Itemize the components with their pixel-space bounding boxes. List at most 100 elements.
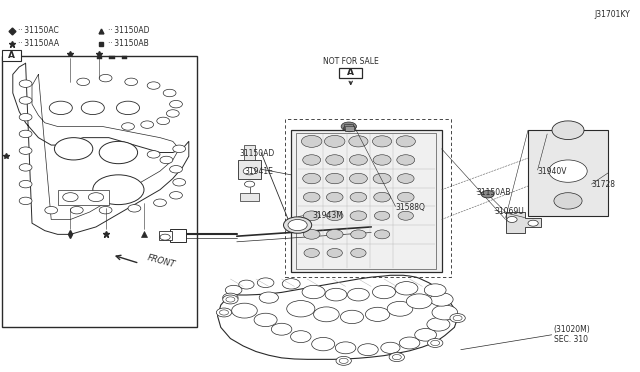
Circle shape (141, 121, 154, 128)
Circle shape (432, 305, 458, 320)
Circle shape (63, 193, 78, 202)
Circle shape (373, 155, 391, 165)
Circle shape (303, 230, 320, 239)
Circle shape (173, 179, 186, 186)
Circle shape (282, 279, 300, 289)
Bar (344, 124, 353, 129)
Circle shape (326, 173, 344, 184)
Text: NOT FOR SALE: NOT FOR SALE (323, 57, 379, 66)
Circle shape (257, 278, 274, 288)
Circle shape (19, 147, 32, 154)
Circle shape (428, 339, 443, 347)
Circle shape (374, 211, 390, 220)
Circle shape (244, 181, 255, 187)
Circle shape (374, 230, 390, 239)
Text: 31069U: 31069U (495, 207, 524, 216)
Circle shape (147, 82, 160, 89)
Circle shape (395, 282, 418, 295)
Circle shape (327, 248, 342, 257)
Circle shape (223, 293, 238, 302)
Bar (244, 145, 255, 160)
Circle shape (387, 301, 413, 316)
Bar (2, 50, 21, 61)
Circle shape (226, 297, 235, 302)
Circle shape (166, 110, 179, 117)
Circle shape (351, 230, 366, 239)
Circle shape (507, 217, 517, 222)
Circle shape (349, 173, 367, 184)
Circle shape (160, 234, 170, 240)
Circle shape (381, 342, 400, 353)
Text: ·· 31150AB: ·· 31150AB (108, 39, 148, 48)
Circle shape (481, 190, 494, 198)
Circle shape (336, 356, 351, 365)
Circle shape (392, 355, 401, 360)
Text: A: A (8, 51, 15, 60)
Circle shape (427, 318, 450, 331)
Bar (109, 56, 115, 59)
Circle shape (99, 206, 112, 214)
Text: ·· 31150AC: ·· 31150AC (18, 26, 59, 35)
Circle shape (344, 125, 355, 132)
Circle shape (125, 78, 138, 86)
Circle shape (374, 192, 390, 202)
Bar (291, 130, 442, 272)
Circle shape (288, 219, 307, 231)
Circle shape (552, 121, 584, 140)
Circle shape (220, 310, 228, 315)
Circle shape (349, 155, 367, 165)
Circle shape (243, 167, 256, 175)
Text: (31020M): (31020M) (554, 326, 590, 334)
Circle shape (291, 331, 311, 343)
Circle shape (554, 193, 582, 209)
Circle shape (339, 358, 348, 363)
Circle shape (424, 284, 446, 296)
Circle shape (453, 315, 462, 321)
Text: ·· 31150AA: ·· 31150AA (18, 39, 59, 48)
Circle shape (254, 313, 277, 327)
Circle shape (287, 301, 315, 317)
Circle shape (303, 155, 321, 165)
Circle shape (122, 123, 134, 130)
Circle shape (326, 192, 343, 202)
Bar (170, 229, 186, 242)
Circle shape (19, 80, 32, 87)
Circle shape (372, 136, 392, 147)
Circle shape (304, 248, 319, 257)
Circle shape (54, 138, 93, 160)
Circle shape (349, 136, 368, 147)
Text: J31701KY: J31701KY (594, 10, 630, 19)
Circle shape (284, 217, 312, 233)
Circle shape (19, 180, 32, 188)
Circle shape (19, 97, 32, 104)
Circle shape (81, 101, 104, 115)
Circle shape (372, 285, 396, 299)
Bar (528, 130, 608, 216)
Circle shape (19, 164, 32, 171)
Circle shape (232, 303, 257, 318)
Circle shape (431, 340, 440, 346)
Bar (2, 56, 197, 327)
Text: ·· 31150AD: ·· 31150AD (108, 26, 149, 35)
Circle shape (99, 74, 112, 82)
Circle shape (239, 280, 254, 289)
Text: 31943M: 31943M (312, 211, 343, 219)
Circle shape (389, 353, 404, 362)
Circle shape (365, 307, 390, 321)
Circle shape (170, 166, 182, 173)
Circle shape (314, 307, 339, 322)
Circle shape (340, 310, 364, 324)
Text: 31940V: 31940V (538, 167, 567, 176)
Circle shape (19, 197, 32, 205)
Circle shape (325, 288, 347, 301)
Circle shape (350, 192, 367, 202)
Circle shape (324, 135, 345, 147)
Circle shape (399, 337, 420, 349)
Circle shape (326, 211, 343, 221)
Text: SEC. 310: SEC. 310 (554, 335, 588, 344)
Circle shape (259, 292, 278, 303)
Circle shape (19, 130, 32, 138)
Text: 31728: 31728 (591, 180, 616, 189)
Bar (122, 56, 127, 59)
Circle shape (170, 100, 182, 108)
